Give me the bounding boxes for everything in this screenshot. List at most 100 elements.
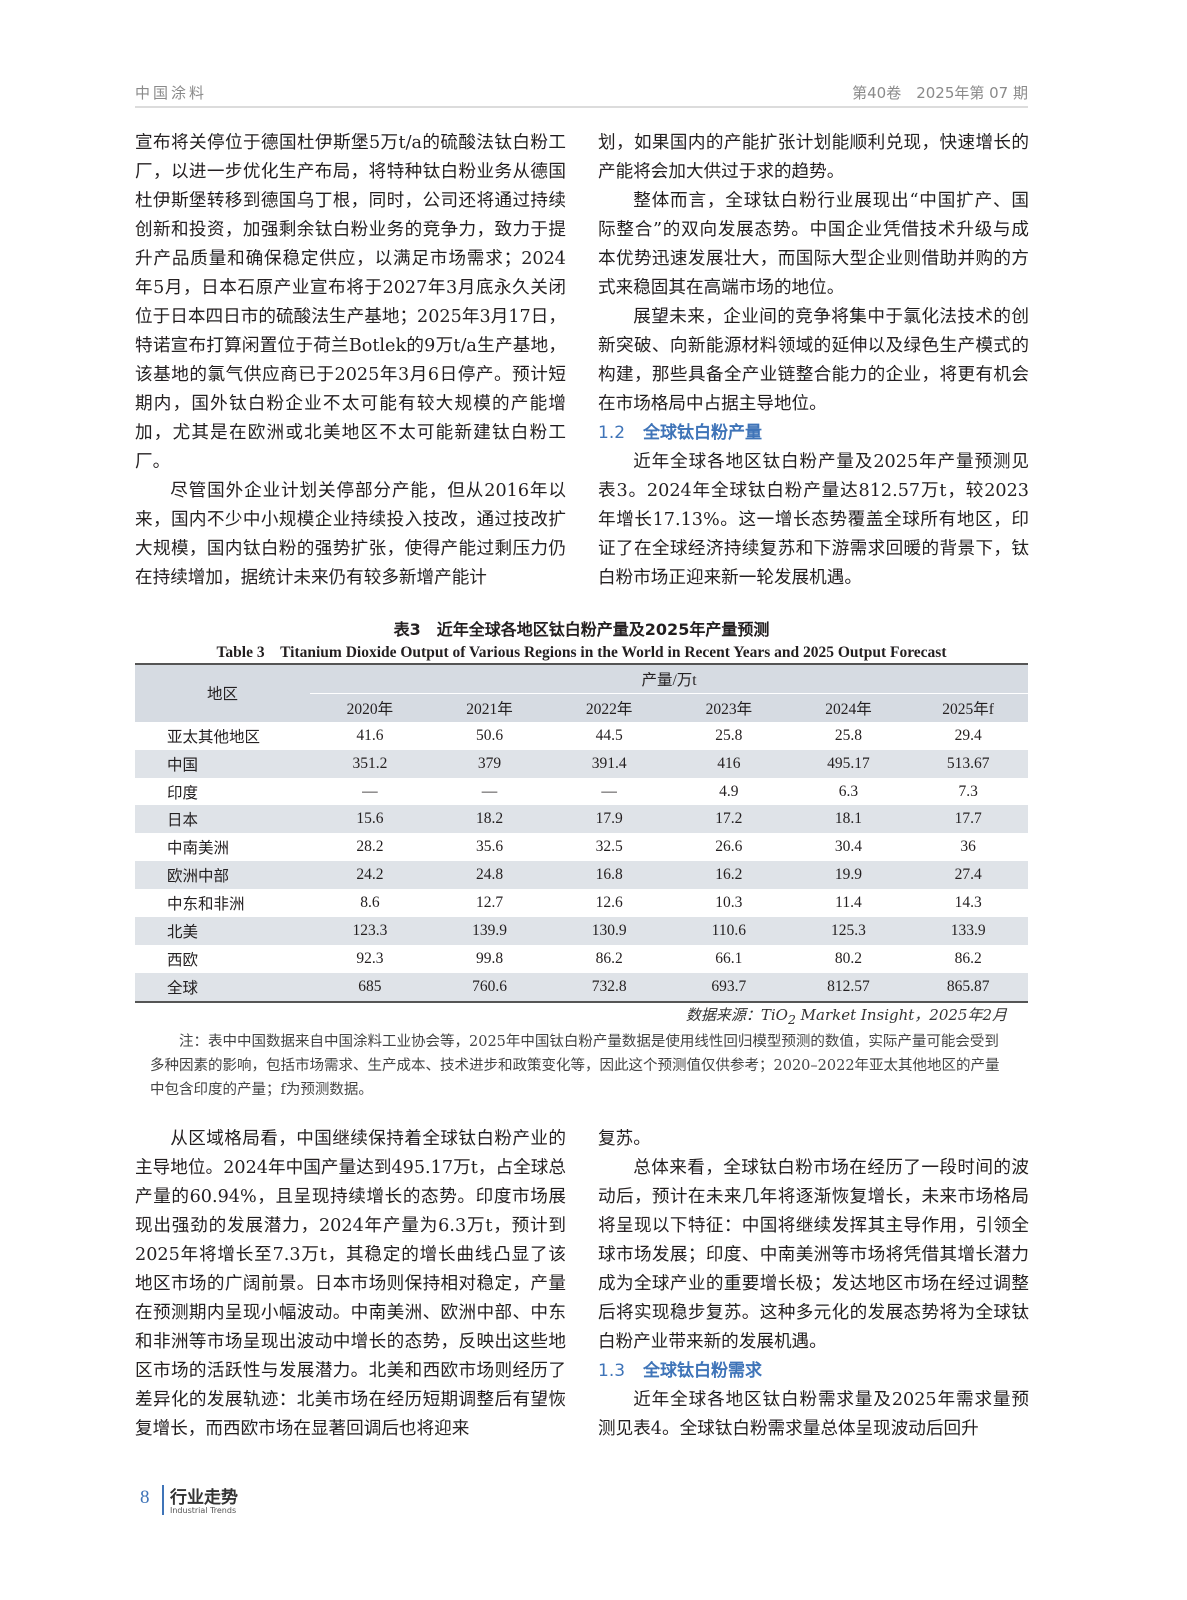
region-cell: 中东和非洲 xyxy=(167,896,245,914)
section-title: 全球钛白粉产量 xyxy=(643,423,763,443)
table-caption-en: Table 3 Titanium Dioxide Output of Vario… xyxy=(216,644,947,661)
year-header: 2023年 xyxy=(669,692,789,722)
region-cell: 西欧 xyxy=(167,951,199,969)
table-row: 中南美洲 28.2 35.6 32.5 26.6 30.4 36 xyxy=(135,833,1028,861)
year-header: 2024年 xyxy=(788,692,909,722)
region-header: 地区 xyxy=(135,663,311,722)
running-header: 中国涂料 第40卷 2025年第 07 期 xyxy=(135,80,1028,108)
value-cell: 29.4 xyxy=(954,726,982,744)
table-row: 印度 — — — 4.9 6.3 7.3 xyxy=(135,778,1028,806)
region-cell: 印度 xyxy=(167,784,199,802)
section-label-cn: 行业走势 xyxy=(170,1488,238,1508)
table-source: 数据来源：TiO2 Market Insight，2025年2月 xyxy=(686,1004,1007,1027)
paragraph: 总体来看，全球钛白粉市场在经历了一段时间的波动后，预计在未来几年将逐渐恢复增长，… xyxy=(598,1158,1029,1352)
region-cell: 中国 xyxy=(135,749,311,778)
table-row: 中东和非洲 8.6 12.7 12.6 10.3 11.4 14.3 xyxy=(135,889,1028,917)
value-cell: 19.9 xyxy=(788,861,909,890)
table-row: 北美 123.3 139.9 130.9 110.6 125.3 133.9 xyxy=(135,917,1028,945)
value-cell: 123.3 xyxy=(310,917,430,945)
value-cell: 44.5 xyxy=(595,726,623,744)
value-cell: 36 xyxy=(960,838,976,856)
region-cell: 日本 xyxy=(135,805,311,834)
region-cell: 欧洲中部 xyxy=(135,861,311,890)
table-row: 中国 351.2 379 391.4 416 495.17 513.67 xyxy=(135,749,1028,778)
bottom-right-column: 复苏。 总体来看，全球钛白粉市场在经历了一段时间的波动后，预计在未来几年将逐渐恢… xyxy=(598,1125,1029,1444)
year-header: 2025年f xyxy=(908,692,1028,722)
paragraph: 尽管国外企业计划关停部分产能，但从2016年以来，国内不少中小规模企业持续投入技… xyxy=(135,481,566,588)
value-cell: 32.5 xyxy=(595,838,623,856)
value-cell: 760.6 xyxy=(429,972,550,1003)
value-cell: 35.6 xyxy=(475,838,504,856)
table-row: 亚太其他地区 41.6 50.6 44.5 25.8 25.8 29.4 xyxy=(135,722,1028,750)
page-number: 8 xyxy=(140,1487,150,1508)
value-cell: 99.8 xyxy=(475,949,504,967)
paragraph: 从区域格局看，中国继续保持着全球钛白粉产业的主导地位。2024年中国产量达到49… xyxy=(135,1129,566,1439)
paragraph: 宣布将关停位于德国杜伊斯堡5万t/a的硫酸法钛白粉工厂，以进一步优化生产布局，将… xyxy=(135,133,566,472)
table-row: 日本 15.6 18.2 17.9 17.2 18.1 17.7 xyxy=(135,805,1028,834)
table-row: 西欧 92.3 99.8 86.2 66.1 80.2 86.2 xyxy=(135,945,1028,973)
source-text: 数据来源：TiO xyxy=(685,1006,788,1024)
value-cell: 8.6 xyxy=(360,894,380,912)
paragraph: 整体而言，全球钛白粉行业展现出“中国扩产、国际整合”的双向发展态势。中国企业凭借… xyxy=(598,191,1029,298)
region-cell: 中南美洲 xyxy=(167,840,230,858)
paragraph: 复苏。 xyxy=(598,1129,651,1149)
value-cell: 25.8 xyxy=(715,726,743,744)
value-cell: — xyxy=(362,782,378,800)
value-cell: 732.8 xyxy=(549,972,669,1003)
value-cell: 130.9 xyxy=(549,917,669,945)
value-cell: 28.2 xyxy=(356,838,384,856)
paragraph: 近年全球各地区钛白粉需求量及2025年需求量预测见表4。全球钛白粉需求量总体呈现… xyxy=(598,1390,1029,1439)
year-header: 2020年 xyxy=(310,692,430,722)
value-cell: 25.8 xyxy=(834,726,863,744)
top-left-column: 宣布将关停位于德国杜伊斯堡5万t/a的硫酸法钛白粉工厂，以进一步优化生产布局，将… xyxy=(135,129,566,593)
source-subscript: 2 xyxy=(787,1012,796,1027)
value-cell: 24.8 xyxy=(429,861,550,890)
value-cell: 50.6 xyxy=(475,726,504,744)
year-header: 2021年 xyxy=(429,692,550,722)
value-cell: 125.3 xyxy=(788,917,909,945)
section-title: 全球钛白粉需求 xyxy=(643,1361,763,1381)
value-cell: 12.7 xyxy=(475,894,504,912)
source-text: Market Insight，2025年2月 xyxy=(795,1006,1007,1024)
output-table: 地区 产量/万t 2020年 2021年 2022年 2023年 2024年 2025年f… xyxy=(135,662,1028,1003)
value-cell: 351.2 xyxy=(310,749,430,778)
value-cell: 18.2 xyxy=(429,805,550,834)
journal-name: 中国涂料 xyxy=(135,84,208,102)
value-cell: 92.3 xyxy=(356,949,384,967)
value-cell: 379 xyxy=(429,749,550,778)
paragraph: 划，如果国内的产能扩张计划能顺利兑现，快速增长的产能将会加大供过于求的趋势。 xyxy=(598,133,1029,182)
value-cell: 7.3 xyxy=(958,782,978,800)
value-cell: 812.57 xyxy=(788,972,909,1003)
paragraph: 展望未来，企业间的竞争将集中于氯化法技术的创新突破、向新能源材料领域的延伸以及绿… xyxy=(598,307,1029,414)
value-cell: 17.7 xyxy=(908,805,1028,834)
value-cell: 513.67 xyxy=(908,749,1028,778)
value-cell: — xyxy=(481,782,498,800)
value-cell: 391.4 xyxy=(549,749,669,778)
table-note: 注：表中中国数据来自中国涂料工业协会等，2025年中国钛白粉产量数据是使用线性回… xyxy=(150,1030,1010,1102)
section-number: 1.2 xyxy=(598,423,626,443)
top-right-column: 划，如果国内的产能扩张计划能顺利兑现，快速增长的产能将会加大供过于求的趋势。 整… xyxy=(598,129,1029,593)
value-cell: 14.3 xyxy=(954,894,982,912)
value-cell: 16.2 xyxy=(669,861,789,890)
value-cell: 24.2 xyxy=(310,861,430,890)
value-cell: 685 xyxy=(310,972,430,1003)
output-group-header: 产量/万t xyxy=(310,662,1028,694)
table-caption-cn: 表3 近年全球各地区钛白粉产量及2025年产量预测 xyxy=(393,620,770,639)
section-heading-1-3: 1.3 全球钛白粉需求 xyxy=(598,1357,1029,1386)
bottom-left-column: 从区域格局看，中国继续保持着全球钛白粉产业的主导地位。2024年中国产量达到49… xyxy=(135,1125,566,1444)
year-header: 2022年 xyxy=(549,692,669,722)
region-cell: 亚太其他地区 xyxy=(167,728,261,746)
footer-divider xyxy=(162,1485,164,1515)
value-cell: 693.7 xyxy=(669,972,789,1003)
value-cell: 27.4 xyxy=(908,861,1028,890)
value-cell: 15.6 xyxy=(310,805,430,834)
region-cell: 全球 xyxy=(135,972,311,1003)
paragraph: 近年全球各地区钛白粉产量及2025年产量预测见表3。2024年全球钛白粉产量达8… xyxy=(598,452,1029,588)
issue-info: 第40卷 2025年第 07 期 xyxy=(852,84,1028,102)
region-cell: 北美 xyxy=(135,917,311,945)
value-cell: 110.6 xyxy=(669,917,789,945)
value-cell: 30.4 xyxy=(834,838,863,856)
section-number: 1.3 xyxy=(598,1361,626,1381)
value-cell: 10.3 xyxy=(715,894,743,912)
table-row: 全球 685 760.6 732.8 693.7 812.57 865.87 xyxy=(135,972,1028,1003)
